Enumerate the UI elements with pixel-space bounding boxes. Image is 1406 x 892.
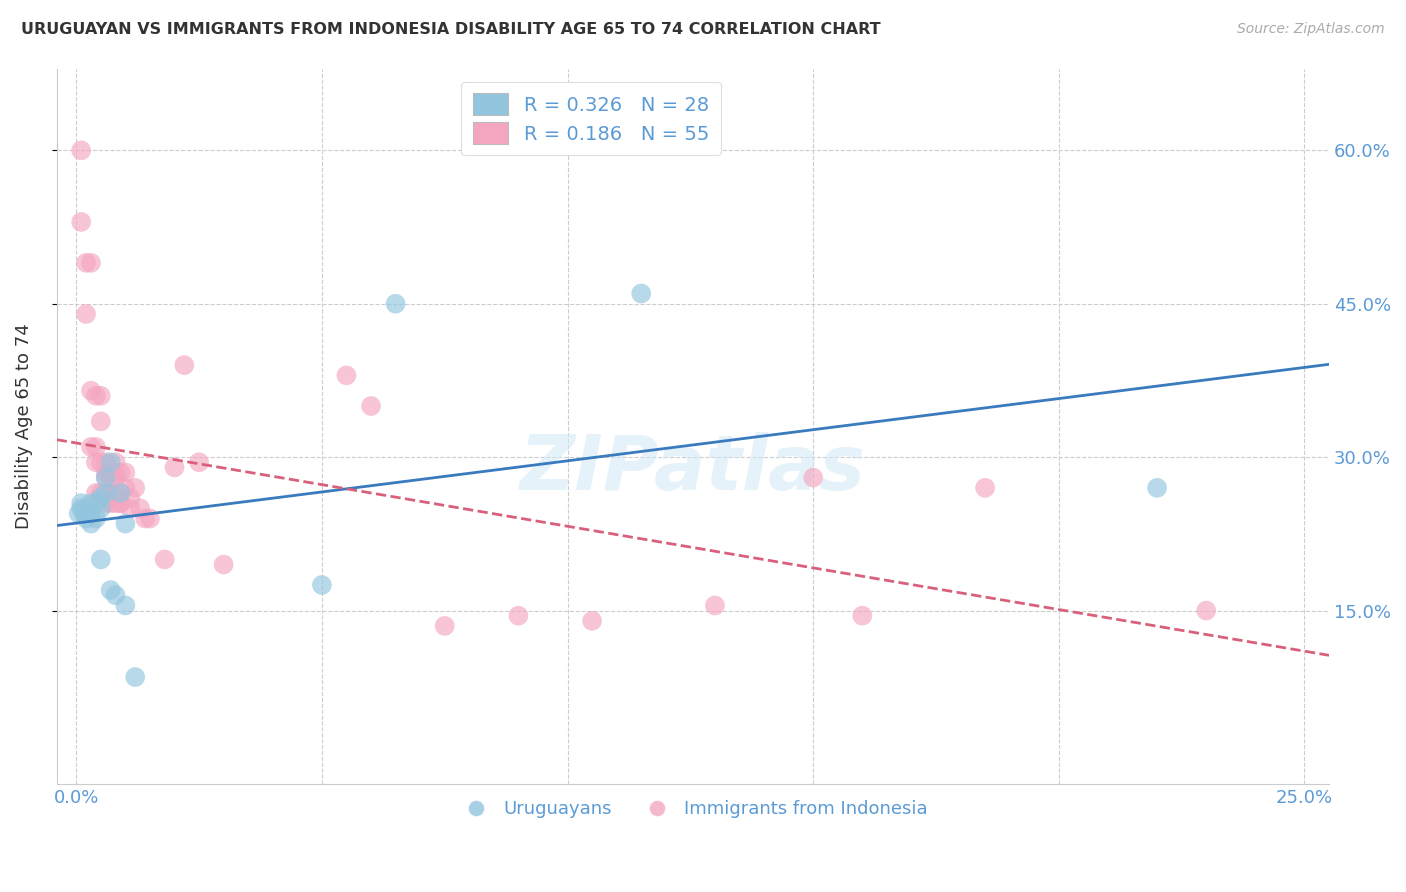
- Point: [70, 144, 93, 158]
- Point: [94, 470, 117, 484]
- Point: [90, 486, 112, 500]
- Point: [84, 496, 107, 510]
- Point: [80, 507, 103, 521]
- Text: Source: ZipAtlas.com: Source: ZipAtlas.com: [1237, 22, 1385, 37]
- Point: [114, 599, 136, 613]
- Point: [84, 511, 107, 525]
- Point: [100, 455, 122, 469]
- Point: [110, 466, 132, 480]
- Point: [80, 440, 103, 454]
- Point: [100, 470, 122, 484]
- Point: [188, 455, 211, 469]
- Point: [433, 619, 456, 633]
- Point: [100, 486, 122, 500]
- Point: [311, 578, 333, 592]
- Point: [110, 496, 132, 510]
- Point: [90, 501, 112, 516]
- Legend: Uruguayans, Immigrants from Indonesia: Uruguayans, Immigrants from Indonesia: [451, 793, 935, 825]
- Point: [75, 501, 97, 516]
- Point: [80, 496, 103, 510]
- Point: [114, 516, 136, 531]
- Point: [335, 368, 357, 383]
- Point: [72, 507, 94, 521]
- Point: [94, 470, 117, 484]
- Text: ZIPatlas: ZIPatlas: [520, 433, 866, 507]
- Point: [153, 552, 176, 566]
- Point: [94, 455, 117, 469]
- Point: [70, 215, 93, 229]
- Point: [80, 516, 103, 531]
- Point: [90, 389, 112, 403]
- Point: [70, 501, 93, 516]
- Point: [110, 486, 132, 500]
- Point: [75, 256, 97, 270]
- Point: [84, 440, 107, 454]
- Point: [104, 455, 127, 469]
- Point: [67, 507, 90, 521]
- Point: [129, 501, 152, 516]
- Point: [80, 256, 103, 270]
- Point: [90, 414, 112, 428]
- Point: [124, 481, 146, 495]
- Point: [104, 588, 127, 602]
- Point: [120, 501, 142, 516]
- Y-axis label: Disability Age 65 to 74: Disability Age 65 to 74: [15, 324, 32, 529]
- Point: [75, 507, 97, 521]
- Point: [70, 496, 93, 510]
- Point: [110, 486, 132, 500]
- Point: [104, 466, 127, 480]
- Point: [104, 470, 127, 484]
- Point: [384, 297, 406, 311]
- Point: [114, 466, 136, 480]
- Point: [84, 389, 107, 403]
- Point: [703, 599, 725, 613]
- Point: [94, 486, 117, 500]
- Point: [84, 455, 107, 469]
- Point: [801, 470, 824, 484]
- Point: [508, 608, 530, 623]
- Point: [75, 511, 97, 525]
- Point: [100, 583, 122, 598]
- Point: [581, 614, 603, 628]
- Point: [360, 399, 382, 413]
- Point: [173, 358, 195, 372]
- Point: [90, 491, 112, 505]
- Point: [84, 486, 107, 500]
- Point: [90, 455, 112, 469]
- Point: [110, 496, 132, 510]
- Point: [100, 466, 122, 480]
- Text: URUGUAYAN VS IMMIGRANTS FROM INDONESIA DISABILITY AGE 65 TO 74 CORRELATION CHART: URUGUAYAN VS IMMIGRANTS FROM INDONESIA D…: [21, 22, 880, 37]
- Point: [139, 511, 162, 525]
- Point: [75, 307, 97, 321]
- Point: [94, 496, 117, 510]
- Point: [90, 552, 112, 566]
- Point: [974, 481, 997, 495]
- Point: [1146, 481, 1168, 495]
- Point: [163, 460, 186, 475]
- Point: [120, 491, 142, 505]
- Point: [212, 558, 235, 572]
- Point: [94, 466, 117, 480]
- Point: [851, 608, 873, 623]
- Point: [80, 384, 103, 398]
- Point: [94, 486, 117, 500]
- Point: [114, 481, 136, 495]
- Point: [104, 496, 127, 510]
- Point: [1195, 603, 1218, 617]
- Point: [124, 670, 146, 684]
- Point: [100, 496, 122, 510]
- Point: [134, 511, 156, 525]
- Point: [630, 286, 652, 301]
